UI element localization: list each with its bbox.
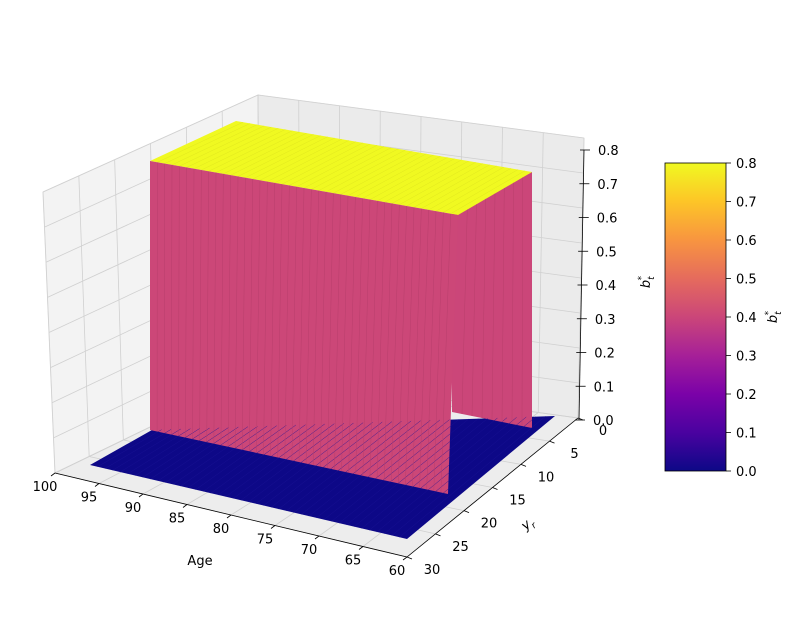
z-tick-label: 0.6 xyxy=(597,212,618,227)
z-tick-label: 0.7 xyxy=(597,178,618,193)
z-tick-label: 0.0 xyxy=(593,414,614,429)
colorbar: 0.0 0.1 0.2 0.3 0.4 0.5 0.6 0.7 0.8 bt* xyxy=(665,157,784,480)
x-tick-label: 70 xyxy=(301,543,318,558)
y-tick-label: 30 xyxy=(424,563,441,578)
x-tick-label: 65 xyxy=(345,554,362,569)
y-tick-label: 25 xyxy=(452,540,469,555)
x-tick-mark xyxy=(183,505,187,508)
y-tick-mark xyxy=(550,441,555,443)
x-tick-mark xyxy=(95,484,99,487)
x-tick-label: 60 xyxy=(389,564,406,579)
y-tick-mark xyxy=(407,557,412,559)
y-tick-label: 5 xyxy=(570,447,578,462)
y-tick-mark xyxy=(464,511,469,513)
colorbar-tick-label: 0.7 xyxy=(736,196,757,211)
x-tick-label: 85 xyxy=(169,512,186,527)
y-tick-mark xyxy=(521,464,526,466)
x-tick-mark xyxy=(271,526,275,529)
y-tick-label: 20 xyxy=(481,517,498,532)
x-tick-mark xyxy=(227,515,231,518)
x-tick-label: 75 xyxy=(257,533,274,548)
z-axis: 0.0 0.1 0.2 0.3 0.4 0.5 0.6 0.7 0.8 bt* xyxy=(575,144,657,429)
colorbar-tick-label: 0.2 xyxy=(736,388,757,403)
colorbar-tick-label: 0.1 xyxy=(736,427,757,442)
y-axis-label: yr xyxy=(518,514,540,537)
colorbar-label: bt* xyxy=(764,310,784,323)
x-tick-label: 80 xyxy=(213,522,230,537)
x-tick-label: 100 xyxy=(33,480,58,495)
x-tick-label: 95 xyxy=(81,491,98,506)
z-tick-label: 0.5 xyxy=(596,245,617,260)
y-tick-mark xyxy=(493,488,498,490)
z-tick-label: 0.3 xyxy=(595,313,616,328)
z-tick-label: 0.8 xyxy=(598,144,619,159)
colorbar-ticks: 0.0 0.1 0.2 0.3 0.4 0.5 0.6 0.7 0.8 xyxy=(726,157,757,480)
y-tick-label: 10 xyxy=(538,470,555,485)
x-tick-label: 90 xyxy=(125,501,142,516)
colorbar-tick-label: 0.4 xyxy=(736,311,757,326)
z-tick-label: 0.1 xyxy=(594,380,615,395)
colorbar-tick-label: 0.5 xyxy=(736,273,757,288)
colorbar-tick-label: 0.3 xyxy=(736,350,757,365)
y-tick-label: 15 xyxy=(509,494,526,509)
z-tick-label: 0.4 xyxy=(596,279,617,294)
colorbar-gradient xyxy=(665,163,726,471)
x-tick-mark xyxy=(403,557,407,560)
colorbar-tick-label: 0.0 xyxy=(736,465,757,480)
z-tick-label: 0.2 xyxy=(594,347,615,362)
x-tick-mark xyxy=(315,536,319,539)
x-tick-mark xyxy=(359,547,363,550)
z-axis-label: bt* xyxy=(637,275,657,288)
x-axis-label: Age xyxy=(187,554,212,569)
x-tick-mark xyxy=(139,494,143,497)
colorbar-tick-label: 0.8 xyxy=(736,157,757,172)
colorbar-tick-label: 0.6 xyxy=(736,234,757,249)
x-tick-mark xyxy=(51,473,55,476)
y-tick-mark xyxy=(436,534,441,536)
